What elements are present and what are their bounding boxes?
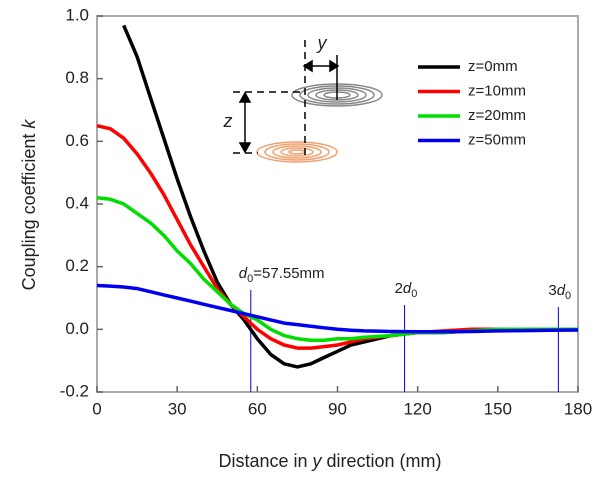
y-tick-label: 1.0 <box>65 5 89 24</box>
y-axis-label: Coupling coefficient k <box>19 119 39 291</box>
annotation-label-part: 0 <box>247 273 253 285</box>
annotation-label-part: 2 <box>395 280 403 297</box>
x-axis-label-part: y <box>311 451 323 471</box>
annotation-label-part: =57.55mm <box>253 265 324 282</box>
x-tick-label: 90 <box>328 399 347 418</box>
x-tick-label: 0 <box>92 399 101 418</box>
annotation-label-part: 0 <box>411 288 417 300</box>
y-tick-label: 0.2 <box>65 256 89 275</box>
series-line <box>96 283 579 334</box>
inset-diagram: y z <box>223 33 383 163</box>
annotation-label: 3d0 <box>548 282 571 302</box>
annotation-label-part: d <box>239 265 248 282</box>
annotation-label-part: d <box>557 282 566 299</box>
annotation-label-part: 0 <box>565 290 571 302</box>
y-axis-label-part: k <box>19 119 39 129</box>
series-line <box>96 195 578 343</box>
x-axis-label-part: direction (mm) <box>322 451 442 471</box>
x-tick-label: 150 <box>484 399 512 418</box>
legend-label: z=50mm <box>468 131 526 148</box>
x-axis-label-part: Distance in <box>218 451 312 471</box>
y-tick-label: 0.0 <box>65 319 89 338</box>
inset-label: z <box>223 111 233 131</box>
annotation-label: 2d0 <box>395 280 418 300</box>
x-tick-label: 60 <box>248 399 267 418</box>
annotation-label-part: 3 <box>548 282 556 299</box>
y-tick-label: 0.4 <box>65 193 89 212</box>
y-tick-label: -0.2 <box>60 381 89 400</box>
legend-label: z=10mm <box>468 82 526 99</box>
x-tick-label: 180 <box>564 399 592 418</box>
y-axis-label-part: Coupling coefficient <box>19 129 39 291</box>
annotation-label: d0=57.55mm <box>239 265 325 285</box>
inset-label: y <box>316 33 328 53</box>
legend-label: z=0mm <box>468 58 518 75</box>
annotation-label-part: d <box>403 280 412 297</box>
y-tick-label: 0.6 <box>65 131 89 150</box>
legend-label: z=20mm <box>468 107 526 124</box>
x-tick-label: 120 <box>403 399 431 418</box>
x-tick-label: 30 <box>168 399 187 418</box>
y-tick-label: 0.8 <box>65 68 89 87</box>
series-line <box>122 24 578 369</box>
x-axis-label: Distance in y direction (mm) <box>218 451 441 471</box>
